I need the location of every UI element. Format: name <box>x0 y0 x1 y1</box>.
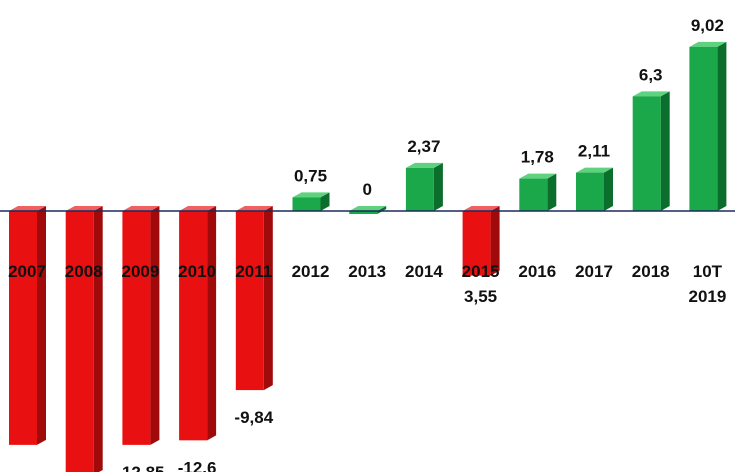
bar-front <box>519 178 548 211</box>
bar-front <box>65 211 94 472</box>
bar-2015 <box>462 206 500 276</box>
data-label: 2,37 <box>407 137 440 156</box>
bar-2008 <box>65 206 103 472</box>
bar-side <box>207 206 217 441</box>
bar-2012 <box>292 192 330 211</box>
bar-side <box>717 41 727 211</box>
bar-2010 <box>179 206 217 441</box>
bar-side <box>320 192 330 211</box>
x-tick-label: 2009 <box>121 262 159 281</box>
data-label: 0,75 <box>294 166 327 185</box>
bar-top <box>65 206 103 211</box>
bar-top <box>632 91 670 97</box>
bar-top <box>576 167 613 173</box>
bar-front <box>405 167 434 211</box>
data-label: 6,3 <box>639 65 663 84</box>
bar-top <box>122 206 160 211</box>
x-tick-label: 2016 <box>518 262 556 281</box>
bar-10t-2019 <box>689 41 727 211</box>
bar-2011 <box>235 206 273 391</box>
bar-front <box>462 211 491 276</box>
data-label: 3,55 <box>464 287 497 306</box>
data-label: 9,02 <box>691 16 724 35</box>
x-tick-label: 2017 <box>575 262 613 281</box>
x-tick-label: 2014 <box>405 262 443 281</box>
x-tick-label: 2010 <box>178 262 216 281</box>
bar-2013 <box>349 206 387 214</box>
data-label: -12,6 <box>178 458 217 472</box>
x-tick-label: 2013 <box>348 262 386 281</box>
data-label: -12,85 <box>116 463 164 472</box>
bar-2009 <box>122 206 160 445</box>
bar-2014 <box>405 162 443 211</box>
x-tick-label: 2012 <box>292 262 330 281</box>
data-label: 1,78 <box>521 148 554 167</box>
bar-side <box>604 167 613 211</box>
data-label: 0 <box>362 180 371 199</box>
labels-layer: 2007 2008 2009 2010 2011 2012 2013 2014 2015 2016… <box>8 16 726 472</box>
bar-2017 <box>576 167 613 211</box>
bar-top <box>689 41 727 47</box>
bar-2016 <box>519 173 557 211</box>
x-tick-label: 2008 <box>65 262 103 281</box>
bar-side <box>377 206 387 214</box>
x-tick-label: 2015 <box>462 262 500 281</box>
data-label: -9,84 <box>234 408 273 427</box>
bars-layer <box>9 41 727 472</box>
bar-top <box>235 206 273 211</box>
bar-side <box>490 206 500 276</box>
x-tick-label: 2011 <box>235 262 272 281</box>
bar-top <box>462 206 500 211</box>
data-label: 2,11 <box>578 142 610 161</box>
bar-side <box>433 162 443 211</box>
bar-top <box>179 206 217 211</box>
bar-top <box>405 162 443 168</box>
bar-side <box>37 206 46 445</box>
bar-front <box>122 211 151 445</box>
bar-top <box>292 192 330 198</box>
bar-top <box>9 206 46 211</box>
bar-side <box>547 173 557 211</box>
bar-side <box>93 206 103 472</box>
bar-top <box>519 173 557 179</box>
bar-front <box>689 46 718 211</box>
bar-front <box>292 197 321 211</box>
bar-front <box>9 211 37 445</box>
bar-side <box>150 206 160 445</box>
x-tick-label: 2019 <box>688 287 726 306</box>
bar-top <box>349 206 387 211</box>
bar-2007 <box>9 206 46 445</box>
bar-side <box>263 206 273 391</box>
bar-front <box>349 211 378 214</box>
bar-2018 <box>632 91 670 211</box>
x-tick-label: 2007 <box>8 262 46 281</box>
bar-front <box>576 172 604 211</box>
bar-front <box>235 211 264 391</box>
x-tick-label: 2018 <box>632 262 670 281</box>
bar-side <box>660 91 670 211</box>
bar-front <box>632 96 661 211</box>
x-tick-label: 10T <box>693 262 723 281</box>
bar-front <box>179 211 208 441</box>
